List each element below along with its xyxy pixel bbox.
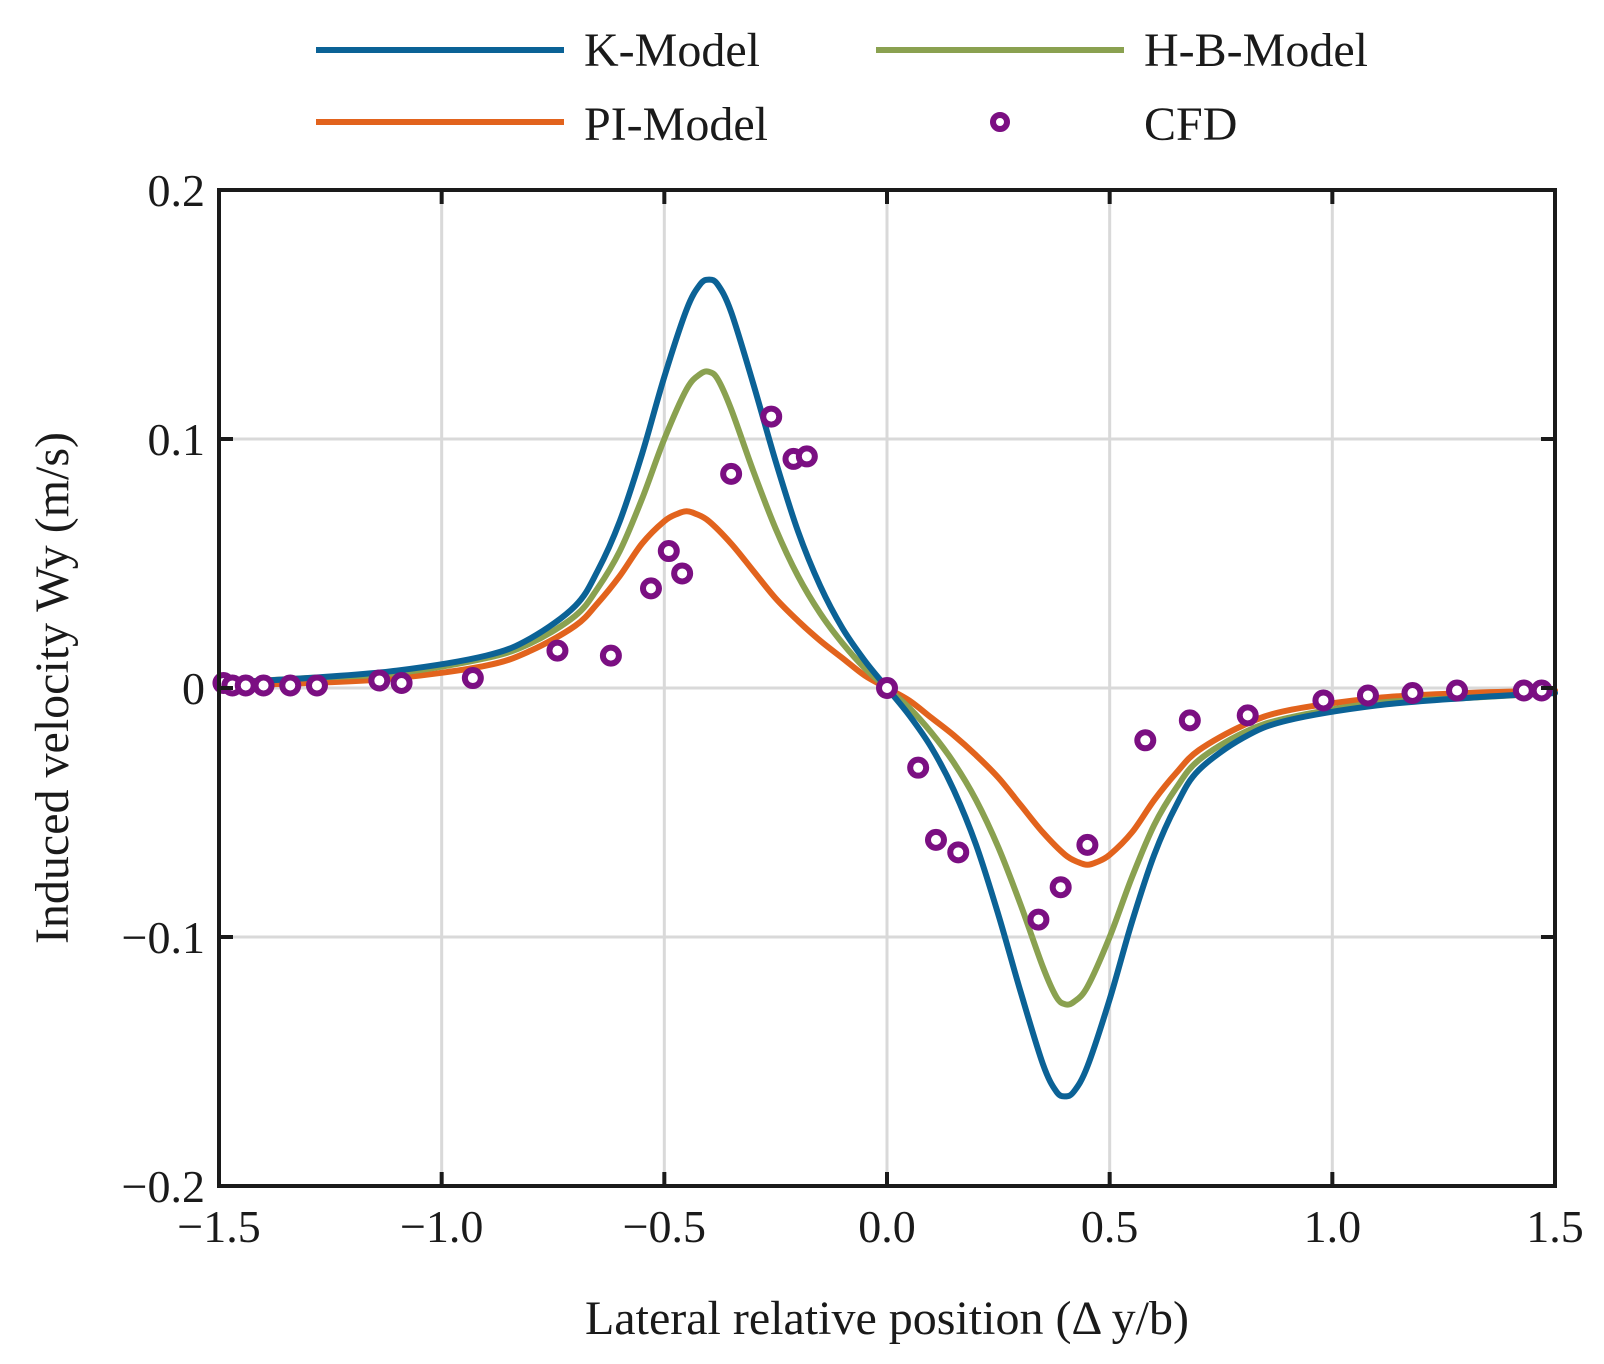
cfd-point [234,674,257,697]
cfd-point [720,462,743,485]
x-tick-label: −0.5 [623,1201,706,1252]
y-axis-label: Induced velocity Wy (m/s) [26,432,79,944]
cfd-point [1401,681,1424,704]
legend-label-k-model: K-Model [584,24,760,77]
cfd-point [1356,684,1379,707]
x-tick-label: 0.0 [858,1201,916,1252]
cfd-point [760,405,783,428]
cfd-point [924,828,947,851]
y-tick-label: 0.2 [148,165,206,216]
x-tick-label: −1.0 [400,1201,483,1252]
cfd-point [907,756,930,779]
cfd-point [305,674,328,697]
cfd-point [657,540,680,563]
legend-label-cfd: CFD [1144,98,1237,151]
cfd-point [1134,729,1157,752]
cfd-point [368,669,391,692]
cfd-point [390,672,413,695]
x-tick-label: 1.0 [1304,1201,1362,1252]
cfd-point [461,667,484,690]
cfd-point [1178,709,1201,732]
cfd-point [1530,679,1553,702]
series-layer [212,276,1558,1100]
y-tick-label: −0.2 [122,1161,205,1212]
cfd-point [876,677,898,699]
x-tick-label: −1.5 [177,1201,260,1252]
cfd-point [795,445,818,468]
cfd-point [1236,704,1259,727]
cfd-point [252,674,275,697]
y-tick-label: −0.1 [122,912,205,963]
cfd-point [947,841,970,864]
cfd-point [1027,908,1050,931]
tick-labels: −1.5 −1.0 −0.5 0.0 0.5 1.0 1.5 0.2 0.1 0 −0.1 −0.2 [122,165,1584,1252]
legend-marker-cfd [990,112,1010,132]
x-tick-label: 0.5 [1081,1201,1139,1252]
x-axis-label: Lateral relative position (Δ y/b) [585,1292,1189,1345]
cfd-point [671,562,694,585]
y-tick-label: 0.1 [148,414,206,465]
legend-label-pi-model: PI-Model [584,98,768,151]
cfd-point [546,639,569,662]
cfd-point [1076,833,1099,856]
cfd-point [1312,689,1335,712]
legend: K-Model H-B-Model PI-Model CFD [316,24,1368,151]
cfd-point [639,577,662,600]
cfd-point [279,674,302,697]
y-tick-label: 0 [182,663,205,714]
cfd-point [1446,679,1469,702]
x-tick-label: 1.5 [1526,1201,1584,1252]
ticks [217,188,1557,1188]
cfd-point [1049,876,1072,899]
cfd-point [1512,679,1535,702]
cfd-point [599,644,622,667]
legend-label-h-b-model: H-B-Model [1144,24,1368,77]
